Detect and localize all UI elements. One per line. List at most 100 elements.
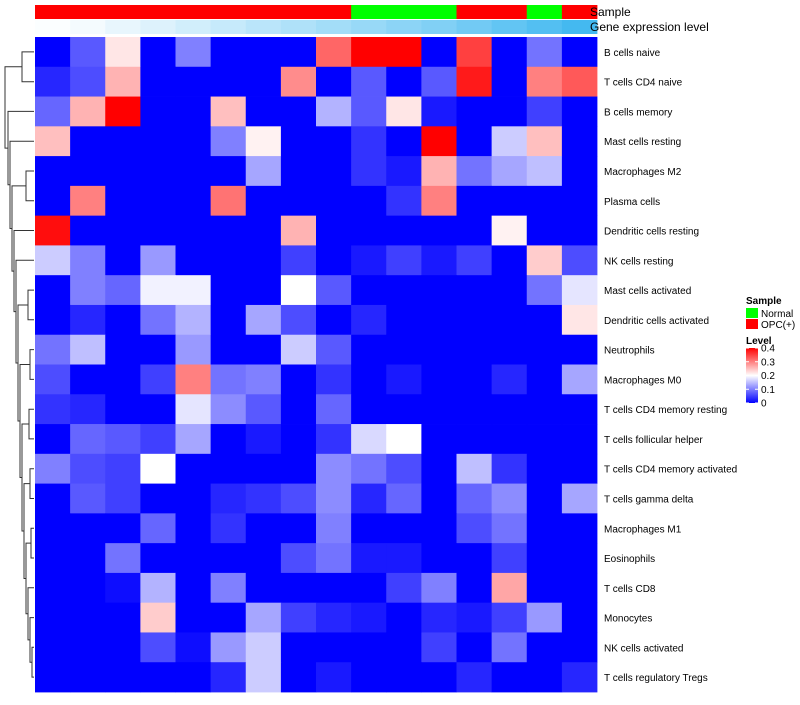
heatmap-cell [421,483,457,514]
heatmap-cell [245,424,282,455]
heatmap-cell [105,632,141,663]
row-label: Macrophages M0 [604,375,682,386]
gene-annotation-cell [561,20,598,34]
heatmap-cell [456,66,493,97]
heatmap-cell [456,632,493,663]
row-label: B cells naive [604,48,661,59]
heatmap-cell [491,37,528,68]
row-label: Neutrophils [604,346,655,357]
heatmap-cell [351,364,387,395]
heatmap-cell [386,156,422,187]
row-label: NK cells resting [604,256,673,267]
dendrogram-branch [13,230,34,313]
gene-annotation-cell [456,20,493,34]
heatmap-cell [105,662,141,693]
heatmap-cell [70,602,106,633]
heatmap-cell [351,96,387,127]
heatmap-cell [526,66,563,97]
gene-annotation-cell [526,20,563,34]
heatmap-cell [105,245,141,276]
sample-annotation-cell [351,5,387,19]
heatmap-cell [140,304,176,336]
dendrogram-branch [21,423,29,532]
heatmap-cell [140,513,176,544]
row-label: T cells CD4 naive [604,78,683,89]
sample-annotation-cell [491,5,528,19]
heatmap-cell [35,394,71,425]
gene-annotation-cell [175,20,212,34]
heatmap-cell [491,215,528,246]
heatmap-cell [280,126,317,157]
heatmap-cell [456,572,493,604]
heatmap-cell [105,513,141,544]
heatmap-cell [140,245,176,276]
heatmap-cell [421,304,457,336]
heatmap-cell [386,483,422,514]
row-label: T cells CD4 memory activated [604,465,737,476]
heatmap-cell [386,37,422,68]
heatmap-cell [245,66,282,97]
heatmap-cell [280,424,317,455]
heatmap-cell [456,453,493,484]
heatmap-cell [245,245,282,276]
heatmap-cell [70,96,106,127]
heatmap-cell [526,662,563,693]
heatmap-cell [245,215,282,246]
gene-annotation-cell [421,20,457,34]
heatmap-cell [351,185,387,217]
heatmap-cell [421,453,457,484]
heatmap-cell [316,662,352,693]
heatmap-cell [456,215,493,246]
heatmap-cell [386,96,422,127]
heatmap-cell [70,394,106,425]
heatmap-cell [175,126,212,157]
heatmap-cell [561,275,598,306]
heatmap-cell [70,156,106,187]
sample-annotation-cell [526,5,563,19]
heatmap-cell [35,334,71,365]
heatmap-cell [175,215,212,246]
heatmap-cell [105,96,141,127]
heatmap-cell [245,126,282,157]
gene-annotation-cell [210,20,247,34]
heatmap-cell [561,632,598,663]
heatmap-cell [386,424,422,455]
heatmap-cell [526,453,563,484]
heatmap-cell [351,543,387,574]
heatmap-cell [386,215,422,246]
heatmap-cell [386,394,422,425]
heatmap-cell [35,453,71,484]
heatmap-cell [245,304,282,336]
heatmap-cell [316,334,352,365]
heatmap-cell [105,424,141,455]
heatmap-cell [210,513,247,544]
heatmap-cell [351,37,387,68]
heatmap-cell [280,304,317,336]
heatmap-cell [316,483,352,514]
heatmap-cell [175,245,212,276]
row-labels: B cells naive T cells CD4 naive B cells me… [604,48,737,684]
heatmap-cell [316,96,352,127]
heatmap-cell [386,185,422,217]
heatmap-cell [316,185,352,217]
heatmap-cell [175,304,212,336]
heatmap-cell [526,602,563,633]
heatmap-cell [175,66,212,97]
heatmap-cells [35,37,598,693]
heatmap-cell [280,513,317,544]
heatmap-cell [210,37,247,68]
row-label: Dendritic cells activated [604,316,709,327]
heatmap-cell [210,483,247,514]
heatmap-cell [456,483,493,514]
heatmap-cell [386,572,422,604]
heatmap-cell [210,185,247,217]
heatmap-cell [35,424,71,455]
heatmap-cell [175,156,212,187]
heatmap-cell [421,394,457,425]
row-label: Mast cells activated [604,286,691,297]
heatmap-cell [210,96,247,127]
sample-annotation-cell [245,5,282,19]
heatmap-cell [245,37,282,68]
heatmap-cell [491,156,528,187]
sample-annotation-cell [175,5,212,19]
